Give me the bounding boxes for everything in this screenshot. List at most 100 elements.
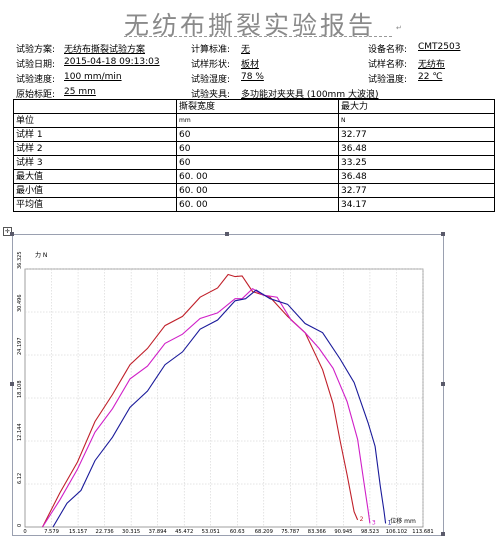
table-cell: 34.17 <box>338 197 495 212</box>
table-cell: 60. 00 <box>176 169 339 184</box>
series-line-1 <box>42 273 359 528</box>
info-value: 100 mm/min <box>64 72 122 82</box>
title-underline <box>124 36 392 37</box>
info-row: 原始标距: 25 mm 试验夹具: 多功能对夹夹具 (100mm 大波浪) <box>16 87 496 101</box>
x-tick-label: 106.102 <box>386 529 407 535</box>
table-cell: 60 <box>176 141 339 156</box>
y-axis-label: 力 N <box>35 251 47 259</box>
info-row: 试验日期: 2015-04-18 09:13:03 试样形状: 板材 试样名称: 无纺布 <box>16 57 496 71</box>
info-value: CMT2503 <box>418 42 461 52</box>
series-line-2 <box>42 288 371 528</box>
info-label: 计算标准: <box>191 45 231 55</box>
table-row: 试样 2 60 36.48 <box>13 141 495 156</box>
table-cell: 撕裂宽度 <box>176 99 339 114</box>
table-row: 最大值 60. 00 36.48 <box>13 169 495 184</box>
y-tick-label: 18.108 <box>17 381 23 399</box>
table-cell: 最大值 <box>13 169 177 184</box>
info-value: 板材 <box>241 60 260 70</box>
x-tick-label: 98.523 <box>361 529 379 535</box>
x-tick-label: 30.315 <box>122 529 140 535</box>
resize-handle-icon[interactable] <box>225 232 229 236</box>
table-row: 单位 mm N <box>13 113 495 128</box>
table-cell: 单位 <box>13 113 177 128</box>
x-tick-label: 37.894 <box>149 529 168 535</box>
table-cell: 最大力 <box>338 99 495 114</box>
info-label: 试验方案: <box>16 45 56 55</box>
x-tick-label: 45.472 <box>175 529 193 535</box>
x-tick-label: 22.736 <box>96 529 114 535</box>
table-row: 最小值 60. 00 32.77 <box>13 183 495 198</box>
y-tick-label: 36.325 <box>17 252 23 270</box>
info-value: 78 % <box>241 72 264 82</box>
resize-handle-icon[interactable] <box>441 382 445 386</box>
info-label: 试验日期: <box>16 60 56 70</box>
info-label: 试验夹具: <box>191 90 231 100</box>
series-end-label: 3 <box>372 519 376 526</box>
table-cell: 32.77 <box>338 183 495 198</box>
x-tick-label: 60.63 <box>230 529 245 535</box>
table-cell: 试样 3 <box>13 155 177 170</box>
y-tick-label: 30.496 <box>17 295 23 313</box>
y-tick-label: 6.12 <box>17 473 23 484</box>
info-value: 无纺布 <box>418 60 446 70</box>
paragraph-mark: ↵ <box>396 24 402 32</box>
x-tick-label: 15.157 <box>69 529 87 535</box>
x-tick-label: 53.051 <box>202 529 220 535</box>
y-tick-label: 24.197 <box>17 338 23 356</box>
chart-frame[interactable]: 0 7.579 15.157 22.736 30.315 37.894 45.472 53.0… <box>12 234 444 536</box>
x-tick-label: 83.366 <box>308 529 326 535</box>
info-label: 试验速度: <box>16 75 56 85</box>
table-cell: 最小值 <box>13 183 177 198</box>
table-cell <box>13 99 177 114</box>
table-cell: mm <box>176 113 339 128</box>
series-line-3 <box>52 289 387 528</box>
table-cell: 36.48 <box>338 141 495 156</box>
x-tick-label: 0 <box>23 529 26 535</box>
info-value: 无纺布撕裂试验方案 <box>64 45 146 55</box>
table-row: 试样 3 60 33.25 <box>13 155 495 170</box>
info-row: 试验方案: 无纺布撕裂试验方案 计算标准: 无 设备名称: CMT2503 <box>16 42 496 56</box>
table-cell: 60 <box>176 155 339 170</box>
x-tick-label: 7.579 <box>44 529 59 535</box>
table-cell: 60 <box>176 127 339 142</box>
info-label: 试样名称: <box>368 60 408 70</box>
results-table: 撕裂宽度 最大力 单位 mm N 试样 1 60 32.77 试样 2 60 36.48 试样 3 60… <box>13 99 495 212</box>
force-displacement-chart: 0 7.579 15.157 22.736 30.315 37.894 45.472 53.0… <box>17 251 434 535</box>
info-value: 22 ℃ <box>418 72 443 82</box>
resize-handle-icon[interactable] <box>441 232 445 236</box>
x-axis-label: 位移 mm <box>390 517 416 525</box>
table-cell: 平均值 <box>13 197 177 212</box>
y-tick-label: 0 <box>17 524 23 527</box>
table-move-handle-icon[interactable]: ✛ <box>3 227 12 236</box>
table-cell: 33.25 <box>338 155 495 170</box>
table-row: 平均值 60. 00 34.17 <box>13 197 495 212</box>
info-label: 试验温度: <box>368 75 408 85</box>
x-tick-label: 75.787 <box>281 529 299 535</box>
info-value: 2015-04-18 09:13:03 <box>64 57 160 67</box>
info-label: 设备名称: <box>368 45 408 55</box>
info-value: 无 <box>241 45 251 55</box>
table-cell: 32.77 <box>338 127 495 142</box>
info-label: 试验湿度: <box>191 75 231 85</box>
info-row: 试验速度: 100 mm/min 试验湿度: 78 % 试验温度: 22 ℃ <box>16 72 496 86</box>
info-label: 试样形状: <box>191 60 231 70</box>
table-cell: 试样 2 <box>13 141 177 156</box>
y-tick-label: 12.144 <box>17 424 23 442</box>
table-header-row: 撕裂宽度 最大力 <box>13 99 495 114</box>
resize-handle-icon[interactable] <box>10 382 14 386</box>
table-cell: N <box>338 113 495 128</box>
resize-handle-icon[interactable] <box>441 532 445 536</box>
info-value: 多功能对夹夹具 (100mm 大波浪) <box>241 90 379 100</box>
table-cell: 60. 00 <box>176 183 339 198</box>
x-tick-label: 90.945 <box>334 529 352 535</box>
table-cell: 60. 00 <box>176 197 339 212</box>
x-tick-label: 68.209 <box>255 529 273 535</box>
info-label: 原始标距: <box>16 90 56 100</box>
series-end-label: 1 <box>388 519 392 526</box>
series-end-label: 2 <box>360 516 364 523</box>
table-cell: 试样 1 <box>13 127 177 142</box>
report-title: 无纺布撕裂实验报告 <box>123 11 376 40</box>
table-cell: 36.48 <box>338 169 495 184</box>
info-value: 25 mm <box>64 87 96 97</box>
resize-handle-icon[interactable] <box>10 232 14 236</box>
